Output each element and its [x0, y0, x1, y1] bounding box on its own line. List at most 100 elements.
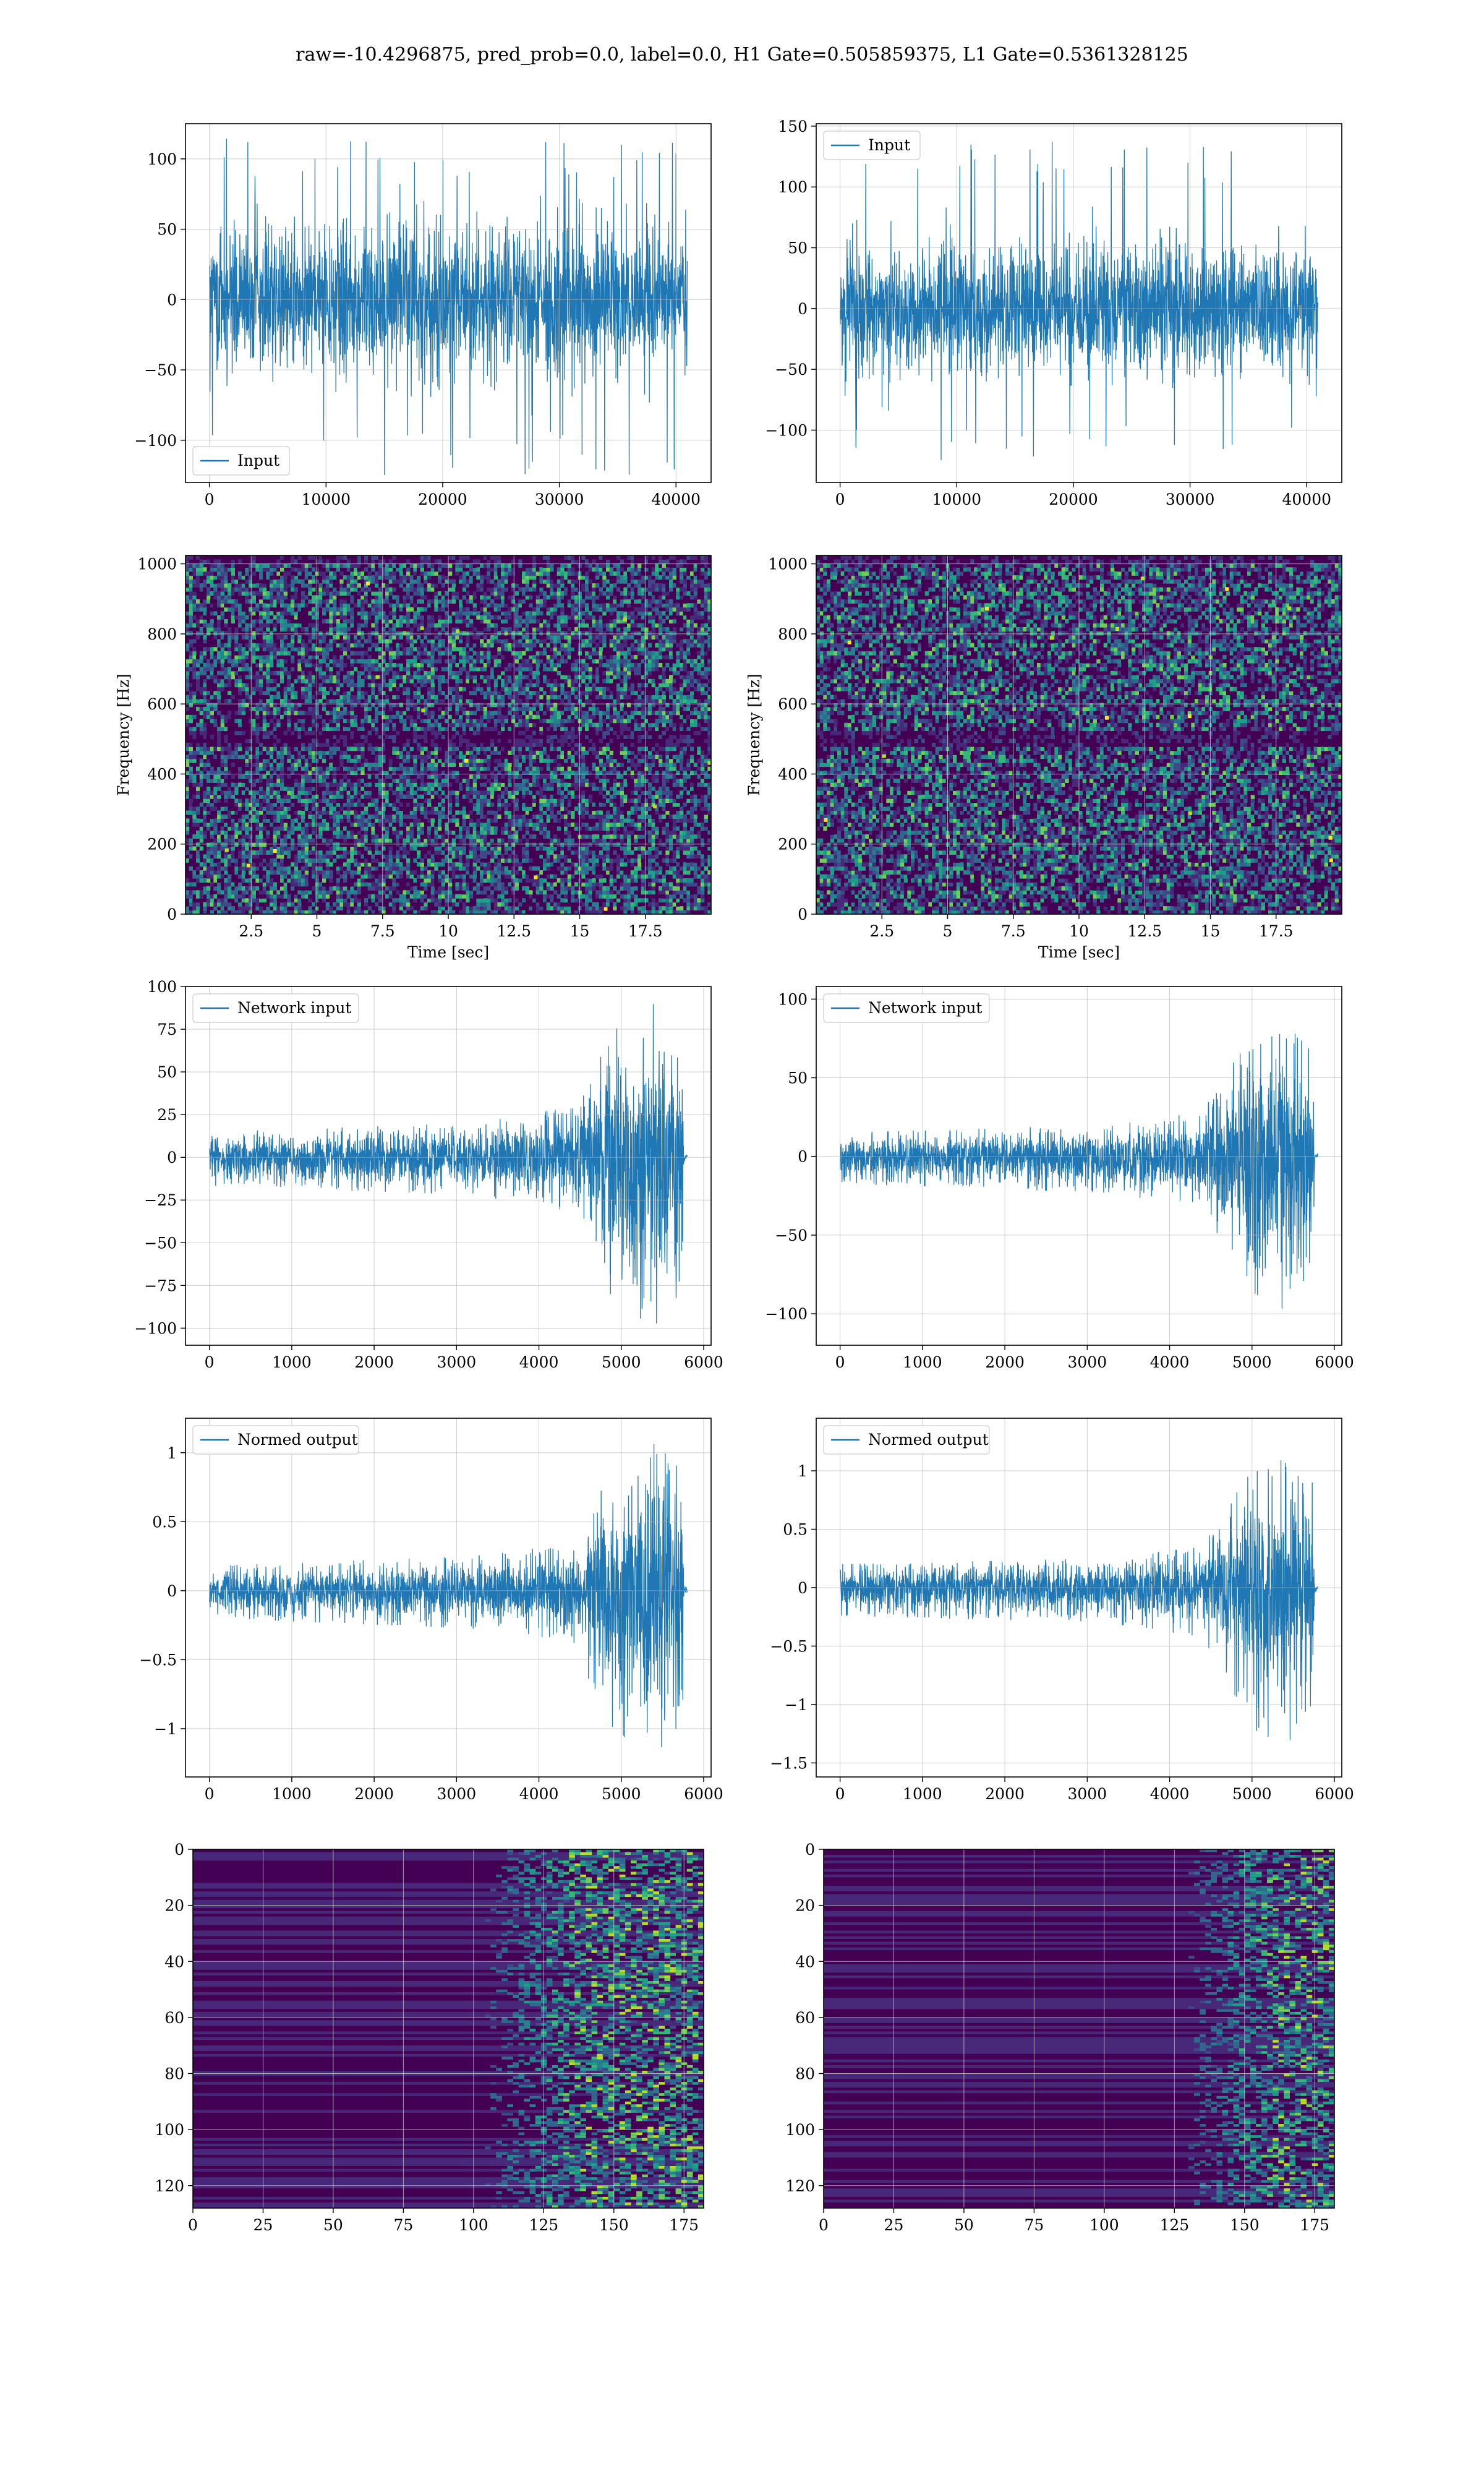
- h1-spectrogram-cell: [228, 898, 232, 903]
- h1-spectrogram-cell: [511, 747, 516, 751]
- h1-spectrogram-cell: [399, 766, 403, 771]
- h1-spectrogram-cell: [662, 790, 666, 795]
- h1-spectrogram-cell: [459, 755, 463, 760]
- h1-spectrogram-cell: [651, 747, 655, 751]
- h1-spectrogram-cell: [312, 786, 316, 791]
- h1-spectrogram-cell: [455, 747, 459, 751]
- h1-spectrogram-cell: [472, 738, 477, 743]
- h1-spectrogram-cell: [392, 807, 396, 811]
- h1-spectrogram-cell: [525, 910, 529, 914]
- h1-spectrogram-cell: [336, 822, 340, 827]
- h1-spectrogram-cell: [697, 834, 701, 839]
- h1-spectrogram-cell: [655, 894, 659, 899]
- h1-spectrogram-cell: [385, 874, 390, 879]
- h1-spectrogram-cell: [522, 910, 526, 914]
- h1-spectrogram-cell: [220, 782, 224, 787]
- h1-spectrogram-cell: [424, 790, 428, 795]
- h1-spectrogram-cell: [392, 738, 396, 743]
- h1-spectrogram-cell: [273, 778, 277, 783]
- h1-spectrogram-cell: [676, 846, 680, 851]
- h1-spectrogram-cell: [406, 826, 411, 831]
- h1-spectrogram-cell: [662, 882, 666, 887]
- h1-spectrogram-cell: [385, 750, 390, 755]
- h1-spectrogram-cell: [651, 758, 655, 763]
- h1-spectrogram-cell: [466, 778, 470, 783]
- h1-spectrogram-cell: [266, 750, 270, 755]
- h1-spectrogram-cell: [451, 771, 456, 775]
- h1-spectrogram-cell: [354, 838, 358, 843]
- h1-spectrogram-cell: [686, 850, 691, 855]
- h1-spectrogram-cell: [445, 782, 449, 787]
- h1-spectrogram-cell: [360, 802, 365, 807]
- h1-spectrogram-cell: [574, 782, 579, 787]
- h1-spectrogram-cell: [613, 838, 617, 843]
- h1-spectrogram-cell: [318, 862, 323, 867]
- h1-spectrogram-cell: [294, 882, 298, 887]
- h1-spectrogram-cell: [543, 862, 547, 867]
- h1-spectrogram-cell: [280, 870, 284, 875]
- h1-spectrogram-cell: [550, 750, 554, 755]
- h1-spectrogram-cell: [704, 818, 708, 823]
- h1-spectrogram-cell: [638, 906, 642, 911]
- h1-spectrogram-cell: [634, 798, 638, 803]
- h1-spectrogram-cell: [234, 810, 239, 815]
- h1-spectrogram-cell: [567, 810, 571, 815]
- h1-spectrogram-cell: [403, 774, 407, 779]
- h1-spectrogram-cell: [245, 738, 249, 743]
- h1-spectrogram-cell: [234, 750, 239, 755]
- h1-spectrogram-cell: [644, 755, 649, 760]
- h1-spectrogram-cell: [360, 763, 365, 768]
- h1-spectrogram-cell: [469, 818, 474, 823]
- h1-spectrogram-cell: [592, 802, 596, 807]
- h1-spectrogram-cell: [203, 810, 207, 815]
- h1-spectrogram-cell: [343, 834, 348, 839]
- h1-spectrogram-cell: [564, 902, 568, 907]
- h1-spectrogram-cell: [262, 866, 267, 871]
- h1-spectrogram-cell: [346, 758, 351, 763]
- h1-spectrogram-cell: [434, 763, 438, 768]
- h1-spectrogram-cell: [325, 838, 330, 843]
- h1-spectrogram-cell: [535, 814, 540, 819]
- h1-spectrogram-cell: [399, 758, 403, 763]
- h1-spectrogram-cell: [613, 778, 617, 783]
- h1-spectrogram-cell: [599, 854, 603, 859]
- h1-spectrogram-cell: [665, 758, 670, 763]
- h1-spectrogram-cell: [641, 766, 645, 771]
- h1-spectrogram-cell: [567, 846, 571, 851]
- h1-spectrogram-cell: [532, 758, 537, 763]
- h1-spectrogram-cell: [382, 782, 386, 787]
- h1-spectrogram-cell: [634, 866, 638, 871]
- h1-spectrogram-cell: [336, 866, 340, 871]
- h1-spectrogram-cell: [532, 810, 537, 815]
- h1-spectrogram-cell: [683, 870, 687, 875]
- h1-spectrogram-cell: [556, 747, 561, 751]
- h1-spectrogram-cell: [234, 822, 239, 827]
- h1-spectrogram-cell: [382, 866, 386, 871]
- h1-spectrogram-cell: [354, 758, 358, 763]
- h1-spectrogram-cell: [420, 858, 424, 863]
- h1-spectrogram-cell: [581, 846, 586, 851]
- h1-spectrogram-cell: [375, 838, 379, 843]
- h1-spectrogram-cell: [701, 774, 705, 779]
- h1-spectrogram-cell: [676, 906, 680, 911]
- h1-spectrogram-cell: [448, 846, 453, 851]
- h1-spectrogram-cell: [480, 774, 484, 779]
- h1-spectrogram-cell: [207, 818, 211, 823]
- h1-spectrogram-cell: [638, 898, 642, 903]
- h1-spectrogram-cell: [511, 758, 516, 763]
- h1-spectrogram-cell: [441, 870, 445, 875]
- h1-spectrogram-cell: [655, 842, 659, 847]
- h1-spectrogram-cell: [329, 747, 333, 751]
- h1-spectrogram-cell: [595, 850, 600, 855]
- h1-spectrogram-cell: [638, 782, 642, 787]
- h1-spectrogram-cell: [602, 866, 607, 871]
- h1-spectrogram-cell: [701, 894, 705, 899]
- h1-spectrogram-cell: [343, 766, 348, 771]
- h1-spectrogram-cell: [213, 850, 218, 855]
- h1-spectrogram-cell: [630, 818, 634, 823]
- h1-spectrogram-cell: [270, 766, 274, 771]
- h1-spectrogram-cell: [704, 778, 708, 783]
- h1-spectrogram-cell: [616, 763, 621, 768]
- h1-spectrogram-cell: [529, 906, 533, 911]
- h1-spectrogram-cell: [259, 842, 263, 847]
